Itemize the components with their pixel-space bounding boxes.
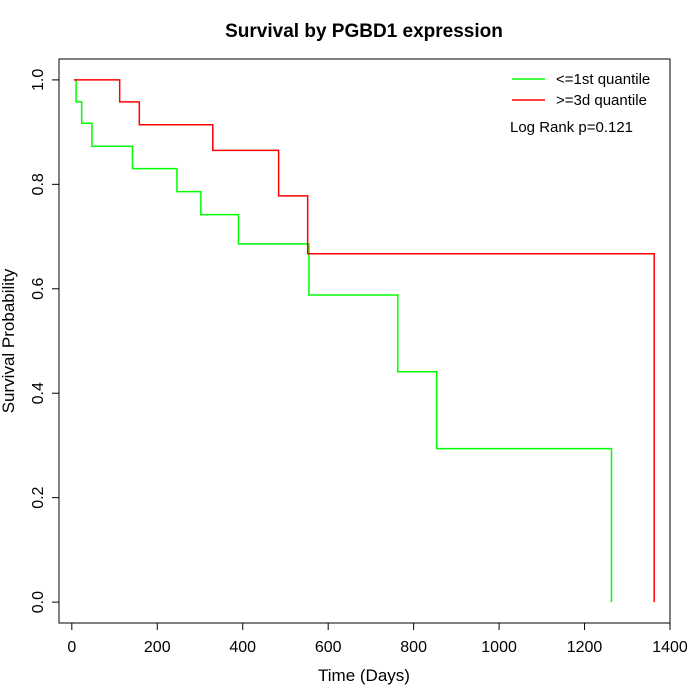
x-tick-label: 1200 [567,639,603,656]
x-axis: 0 200 400 600 800 1000 1200 1400 [67,622,688,656]
y-tick-label: 0.4 [30,382,47,404]
x-tick-label: 1000 [481,639,517,656]
x-tick-label: 0 [67,639,76,656]
y-tick-label: 1.0 [30,69,47,91]
x-tick-label: 400 [229,639,256,656]
x-tick-label: 200 [144,639,171,656]
x-tick-label: 600 [315,639,342,656]
y-tick-label: 0.8 [30,173,47,195]
x-axis-label: Time (Days) [318,666,410,685]
survival-curve-low-quantile [73,79,613,603]
x-tick-label: 1400 [652,639,688,656]
x-tick-label: 800 [400,639,427,656]
legend-label-high: >=3d quantile [556,92,647,109]
y-axis: 0.0 0.2 0.4 0.6 0.8 1.0 [30,69,60,613]
plot-frame [58,58,671,624]
survival-curve-high-quantile [73,79,655,603]
legend: <=1st quantile >=3d quantile [512,71,650,109]
y-tick-label: 0.6 [30,278,47,300]
series-layer [73,79,655,603]
y-axis-label: Survival Probability [0,268,18,413]
y-tick-label: 0.0 [30,591,47,613]
legend-label-low: <=1st quantile [556,71,650,88]
log-rank-annotation: Log Rank p=0.121 [510,119,633,136]
y-tick-label: 0.2 [30,486,47,508]
chart-title: Survival by PGBD1 expression [225,21,503,42]
